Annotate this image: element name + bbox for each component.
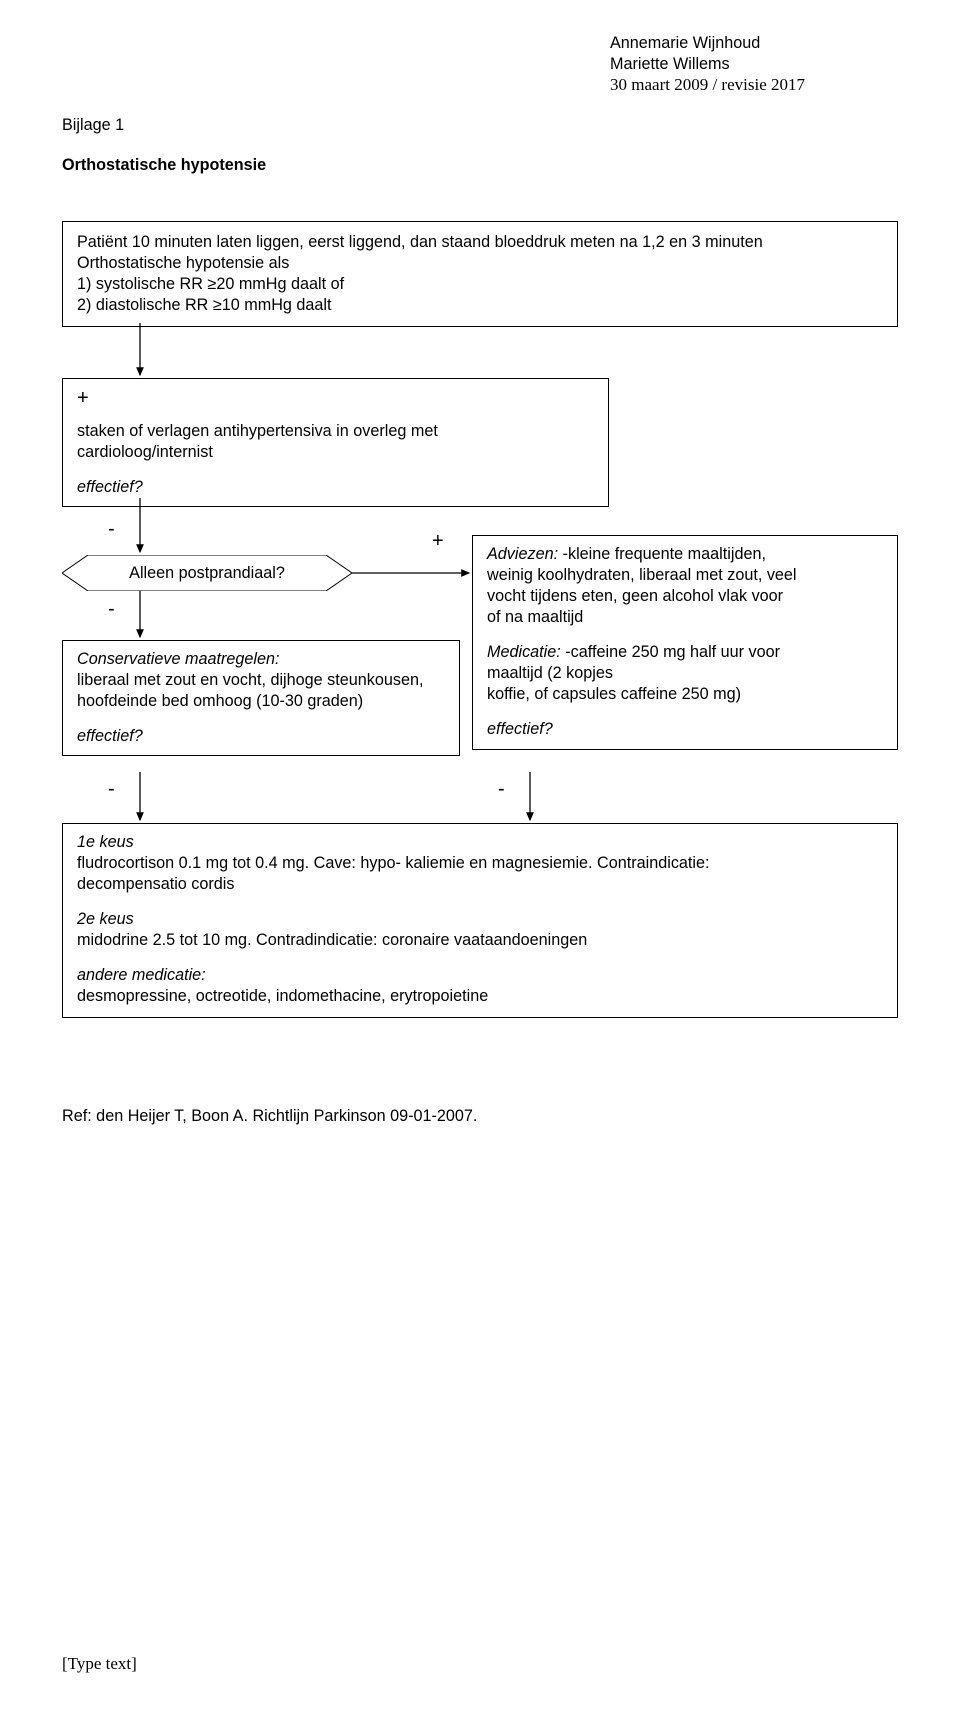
box3-effectief: effectief? [77,726,445,747]
reference-text: Ref: den Heijer T, Boon A. Richtlijn Par… [62,1106,477,1127]
hex-label: Alleen postprandiaal? [129,564,285,583]
box-initial-assessment: Patiënt 10 minuten laten liggen, eerst l… [62,221,898,327]
decision-postprandiaal: Alleen postprandiaal? [62,555,352,591]
box4-effectief: effectief? [487,719,883,740]
box4-adviezen-label: Adviezen: [487,545,558,563]
box-medicatie-keus: 1e keus fludrocortison 0.1 mg tot 0.4 mg… [62,823,898,1018]
author-1: Annemarie Wijnhoud [610,33,805,54]
box5-l5: midodrine 2.5 tot 10 mg. Contradindicati… [77,930,883,951]
box2-effectief: effectief? [77,477,594,498]
box4-l2: weinig koolhydraten, liberaal met zout, … [487,565,883,586]
box3-l3: hoofdeinde bed omhoog (10-30 graden) [77,691,445,712]
page-subtitle: Orthostatische hypotensie [62,155,266,177]
author-2: Mariette Willems [610,54,805,75]
box4-medicatie-label: Medicatie: [487,643,561,661]
box5-l7: desmopressine, octreotide, indomethacine… [77,986,883,1007]
minus-sign-c: - [108,778,115,801]
box2-line1: staken of verlagen antihypertensiva in o… [77,421,594,442]
minus-sign-a: - [108,518,115,541]
footer-placeholder: [Type text] [62,1654,137,1674]
minus-sign-b: - [108,598,115,621]
box4-l5a: -caffeine 250 mg half uur voor [561,643,780,661]
box5-andere: andere medicatie: [77,965,883,986]
box4-l6: maaltijd (2 kopjes [487,663,883,684]
plus-sign-2: + [432,530,444,553]
box5-l3: decompensatio cordis [77,874,883,895]
title-block: Bijlage 1 Orthostatische hypotensie [62,115,266,177]
revision-date: 30 maart 2009 / revisie 2017 [610,74,805,96]
box-adviezen-medicatie: Adviezen: -kleine frequente maaltijden, … [472,535,898,750]
page: Annemarie Wijnhoud Mariette Willems 30 m… [0,0,960,1724]
box1-text: Patiënt 10 minuten laten liggen, eerst l… [77,232,883,316]
box3-l2: liberaal met zout en vocht, dijhoge steu… [77,670,445,691]
box4-l3: vocht tijdens eten, geen alcohol vlak vo… [487,586,883,607]
box2-line2: cardioloog/internist [77,442,594,463]
minus-sign-d: - [498,778,505,801]
box-antihypertensiva: + staken of verlagen antihypertensiva in… [62,378,609,507]
plus-sign-1: + [77,385,594,411]
box4-l1a: -kleine frequente maaltijden, [558,545,766,563]
box3-l1: Conservatieve maatregelen: [77,650,279,668]
document-header: Annemarie Wijnhoud Mariette Willems 30 m… [610,33,805,96]
box-conservatieve-maatregelen: Conservatieve maatregelen: liberaal met … [62,640,460,756]
box4-l7: koffie, of capsules caffeine 250 mg) [487,684,883,705]
box5-2ekeus: 2e keus [77,909,883,930]
box5-1ekeus: 1e keus [77,832,883,853]
bijlage-label: Bijlage 1 [62,115,266,137]
box5-l2: fludrocortison 0.1 mg tot 0.4 mg. Cave: … [77,853,883,874]
box4-l4: of na maaltijd [487,607,883,628]
